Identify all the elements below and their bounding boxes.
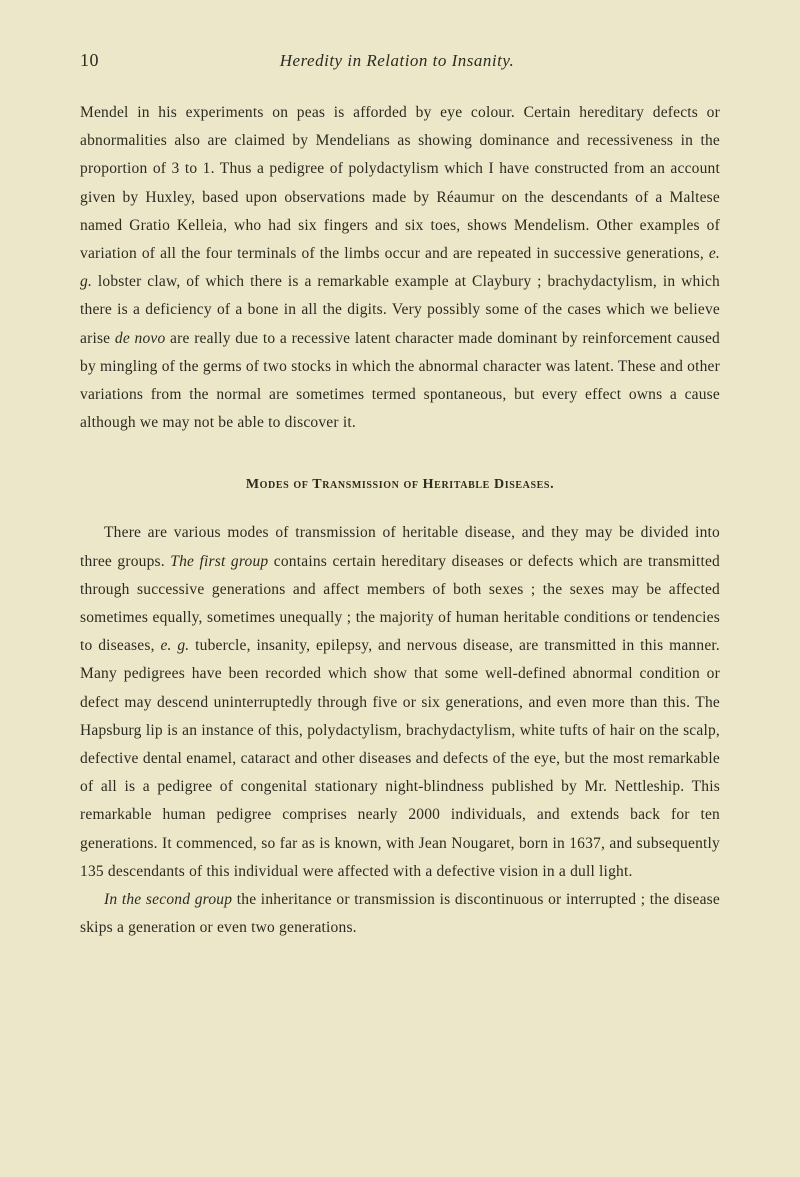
p1-text-c: are really due to a recessive latent cha… [80, 330, 720, 432]
p1-text-a: Mendel in his experiments on peas is aff… [80, 104, 720, 262]
p2-first-group-italic: The first group [170, 553, 268, 570]
page-number: 10 [80, 50, 99, 71]
p2-text-c: tubercle, insanity, epilepsy, and nervou… [80, 637, 720, 880]
paragraph-3: In the second group the inheritance or t… [80, 886, 720, 942]
p1-denovo-italic: de novo [115, 330, 166, 347]
running-title: Heredity in Relation to Insanity. [99, 51, 720, 71]
p3-second-group-italic: In the second group [104, 891, 232, 908]
section-heading: Modes of Transmission of Heritable Disea… [80, 477, 720, 493]
paragraph-2: There are various modes of transmission … [80, 519, 720, 886]
p2-eg-italic: e. g. [160, 637, 189, 654]
page-header: 10 Heredity in Relation to Insanity. [80, 50, 720, 71]
paragraph-1: Mendel in his experiments on peas is aff… [80, 99, 720, 437]
